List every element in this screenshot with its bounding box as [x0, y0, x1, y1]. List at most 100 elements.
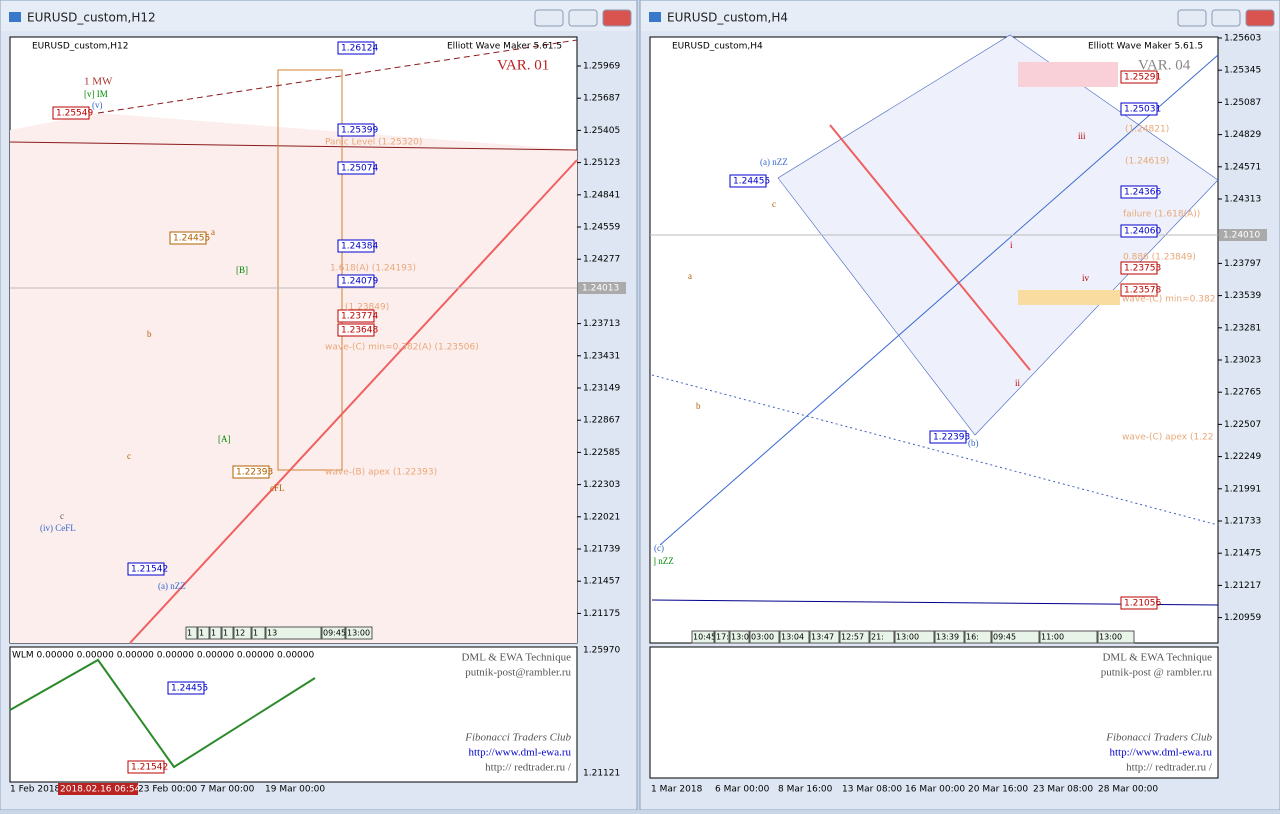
- time-strip-label: 13:47: [811, 633, 834, 642]
- credit-text: putnik-post @ rambler.ru: [1101, 667, 1213, 679]
- credit-text: Fibonacci Traders Club: [1105, 732, 1212, 744]
- fibo-note: wave-(B) apex (1.22393): [325, 468, 437, 478]
- app-icon: [649, 12, 661, 22]
- price-tick-label: 1.22303: [583, 480, 620, 490]
- maximize-button[interactable]: [568, 9, 598, 27]
- price-box-box: [337, 274, 375, 288]
- trend-line: [97, 39, 578, 114]
- trend-line: [129, 159, 578, 644]
- wave-label: (c): [654, 543, 664, 553]
- price-tick-label: 1.25123: [583, 158, 620, 168]
- time-strip-label: 1: [223, 629, 228, 638]
- price-box: 1.23774: [341, 312, 378, 322]
- wave-label: iii: [1078, 131, 1086, 141]
- price-tick-label: 1.23149: [583, 384, 620, 394]
- price-tick-label: 1.23797: [1224, 259, 1261, 269]
- date-label: 1 Mar 2018: [651, 785, 703, 795]
- time-strip-box: [209, 626, 222, 640]
- time-strip-label: 13:04: [781, 633, 804, 642]
- time-strip-box: [934, 630, 965, 644]
- wave-label: [B]: [236, 265, 248, 275]
- price-tick-label: 1.22507: [1224, 420, 1261, 430]
- price-box: 1.23753: [1124, 264, 1161, 274]
- price-tick-label: 1.22249: [1224, 452, 1261, 462]
- price-box: 1.25031: [1124, 105, 1161, 115]
- time-strip-box: [779, 630, 810, 644]
- date-label: 20 Mar 16:00: [968, 785, 1028, 795]
- wave-label: (iv) CeFL: [40, 523, 76, 533]
- wave-label: c: [127, 451, 131, 461]
- sub-price-box: 1.21542: [131, 763, 168, 773]
- date-label: 19 Mar 00:00: [265, 785, 325, 795]
- wave-label: ii: [1015, 378, 1021, 388]
- symbol-label: EURUSD_custom,H12: [32, 42, 128, 52]
- time-strip-label: 1: [253, 629, 258, 638]
- price-box-box: [929, 430, 967, 444]
- fibo-note: (1.24821): [1125, 125, 1169, 135]
- close-button[interactable]: [1245, 9, 1275, 27]
- time-strip-box: [265, 626, 322, 640]
- trend-line: [9, 141, 578, 151]
- price-box-box: [1120, 102, 1158, 116]
- price-box-box: [337, 41, 375, 55]
- fib-box: [277, 69, 343, 471]
- fibo-note: (1.24619): [1125, 157, 1169, 167]
- close-button[interactable]: [602, 9, 632, 27]
- date-label: 1 Feb 2018: [10, 785, 61, 795]
- price-tick-label: 1.25969: [583, 62, 620, 72]
- fibo-note: wave-(C) apex (1.22: [1122, 433, 1214, 443]
- maximize-button[interactable]: [1211, 9, 1241, 27]
- price-box: 1.22393: [933, 433, 970, 443]
- price-tick-label: 1.25603: [1224, 34, 1261, 44]
- trend-line: [829, 124, 1031, 371]
- price-box-box: [1120, 224, 1158, 238]
- time-strip-label: 13: [267, 629, 277, 638]
- price-box: 1.23648: [341, 326, 378, 336]
- price-tick-label: 1.21991: [1224, 484, 1261, 494]
- title-bar: [1, 1, 636, 31]
- price-box-box: [1120, 70, 1158, 84]
- price-tick-label: 1.24559: [583, 223, 620, 233]
- date-label: 7 Mar 00:00: [200, 785, 255, 795]
- window-title: EURUSD_custom,H12: [27, 11, 156, 25]
- sub-window: [649, 646, 1219, 779]
- time-strip-label: 17:: [716, 633, 729, 642]
- sub-tick-label: 1.25970: [583, 646, 620, 656]
- date-label: 2018.02.16 06:54: [60, 785, 141, 795]
- credit-text: DML & EWA Technique: [1102, 652, 1212, 664]
- sub-header: WLM 0.00000 0.00000 0.00000 0.00000 0.00…: [12, 651, 314, 661]
- price-box-box: [1120, 185, 1158, 199]
- time-strip-label: 16:: [966, 633, 979, 642]
- price-tick-label: 1.24841: [583, 190, 620, 200]
- wave-label: [v] IM: [84, 89, 108, 99]
- time-strip-label: 03:00: [751, 633, 774, 642]
- indicator-label: Elliott Wave Maker 5.61.5: [1088, 42, 1203, 52]
- time-strip-box: [321, 626, 346, 640]
- price-box: 1.23578: [1124, 286, 1161, 296]
- app-icon: [9, 12, 21, 22]
- current-price-box: [1219, 229, 1267, 241]
- price-tick-label: 1.22585: [583, 448, 620, 458]
- fibo-note: (1.23849): [345, 303, 389, 313]
- current-price-label: 1.24010: [1223, 231, 1260, 241]
- price-box-box: [337, 309, 375, 323]
- price-tick-label: 1.24829: [1224, 130, 1261, 140]
- price-tick-label: 1.22021: [583, 512, 620, 522]
- minimize-button[interactable]: [1177, 9, 1207, 27]
- date-highlight: [58, 783, 138, 795]
- price-box: 1.26124: [341, 44, 378, 54]
- minimize-button[interactable]: [534, 9, 564, 27]
- price-tick-label: 1.23281: [1224, 323, 1261, 333]
- price-tick-label: 1.21739: [583, 545, 620, 555]
- price-tick-label: 1.23713: [583, 319, 620, 329]
- credit-text: http:// redtrader.ru /: [1126, 762, 1213, 774]
- time-strip-label: 1: [211, 629, 216, 638]
- price-tick-label: 1.22867: [583, 416, 620, 426]
- time-strip-label: 13:00: [1099, 633, 1122, 642]
- price-box-box: [169, 231, 207, 245]
- time-strip-box: [749, 630, 780, 644]
- time-strip-box: [809, 630, 840, 644]
- price-box: 1.22393: [236, 468, 273, 478]
- price-box-box: [1120, 596, 1158, 610]
- time-strip-box: [729, 630, 750, 644]
